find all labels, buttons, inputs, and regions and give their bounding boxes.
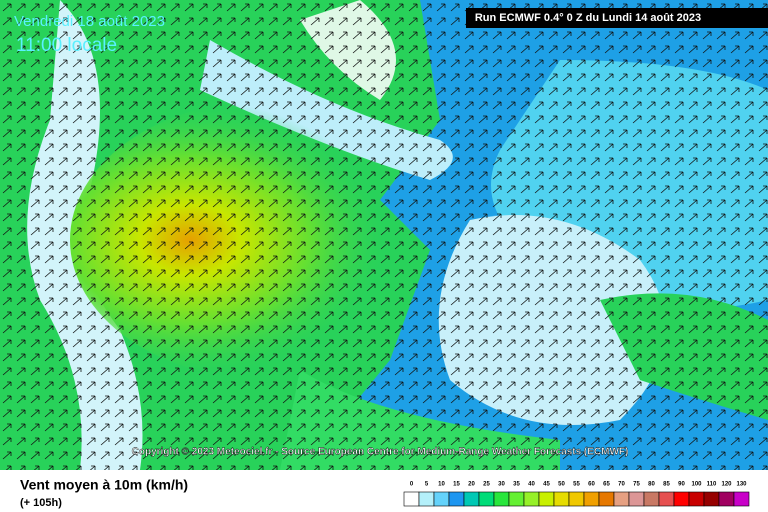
- legend-label: 80: [648, 482, 655, 488]
- legend-swatch: [598, 491, 615, 507]
- time: 11:00 locale: [16, 35, 117, 56]
- legend-swatch: [628, 491, 645, 507]
- legend-label: 90: [678, 482, 685, 488]
- legend-label: 15: [453, 482, 460, 488]
- legend-label: 45: [543, 482, 550, 488]
- legend-label: 10: [438, 482, 445, 488]
- legend-swatch: [433, 491, 450, 507]
- legend-label: 35: [513, 482, 520, 488]
- legend-label: 75: [633, 482, 640, 488]
- legend-label: 65: [603, 482, 610, 488]
- legend-label: 120: [721, 482, 732, 488]
- legend-label: 130: [736, 482, 747, 488]
- legend-label: 25: [483, 482, 490, 488]
- copyright: Copyright © 2023 Meteociel.fr - Source E…: [132, 447, 629, 458]
- date: Vendredi 18 août 2023: [14, 13, 165, 30]
- legend-label: 55: [573, 482, 580, 488]
- legend-label: 30: [498, 482, 505, 488]
- legend-swatch: [613, 491, 630, 507]
- legend-label: 5: [425, 482, 429, 488]
- legend-swatch: [658, 491, 675, 507]
- legend-swatch: [508, 491, 525, 507]
- legend-swatch: [568, 491, 585, 507]
- legend-swatch: [718, 491, 735, 507]
- footer-title: Vent moyen à 10m (km/h): [20, 477, 188, 493]
- map: [0, 0, 768, 470]
- legend-label: 100: [691, 482, 702, 488]
- legend-label: 70: [618, 482, 625, 488]
- legend-swatch: [643, 491, 660, 507]
- footer-subtitle: (+ 105h): [20, 497, 62, 509]
- legend-swatch: [523, 491, 540, 507]
- legend-label: 20: [468, 482, 475, 488]
- legend-swatch: [553, 491, 570, 507]
- run-info: Run ECMWF 0.4° 0 Z du Lundi 14 août 2023: [475, 12, 701, 24]
- legend-swatch: [493, 491, 510, 507]
- legend-swatch: [703, 491, 720, 507]
- run-box: [466, 8, 768, 28]
- legend-swatch: [688, 491, 705, 507]
- legend-label: 50: [558, 482, 565, 488]
- legend-swatch: [733, 491, 750, 507]
- legend-swatch: [583, 491, 600, 507]
- legend-swatch: [418, 491, 435, 507]
- legend-label: 0: [410, 482, 414, 488]
- legend-label: 60: [588, 482, 595, 488]
- legend-swatch: [448, 491, 465, 507]
- legend-swatch: [478, 491, 495, 507]
- legend-swatch: [673, 491, 690, 507]
- legend-label: 110: [707, 482, 717, 488]
- legend-label: 85: [663, 482, 670, 488]
- legend-swatch: [538, 491, 555, 507]
- legend-label: 40: [528, 482, 535, 488]
- legend-swatch: [463, 491, 480, 507]
- legend-swatch: [403, 491, 420, 507]
